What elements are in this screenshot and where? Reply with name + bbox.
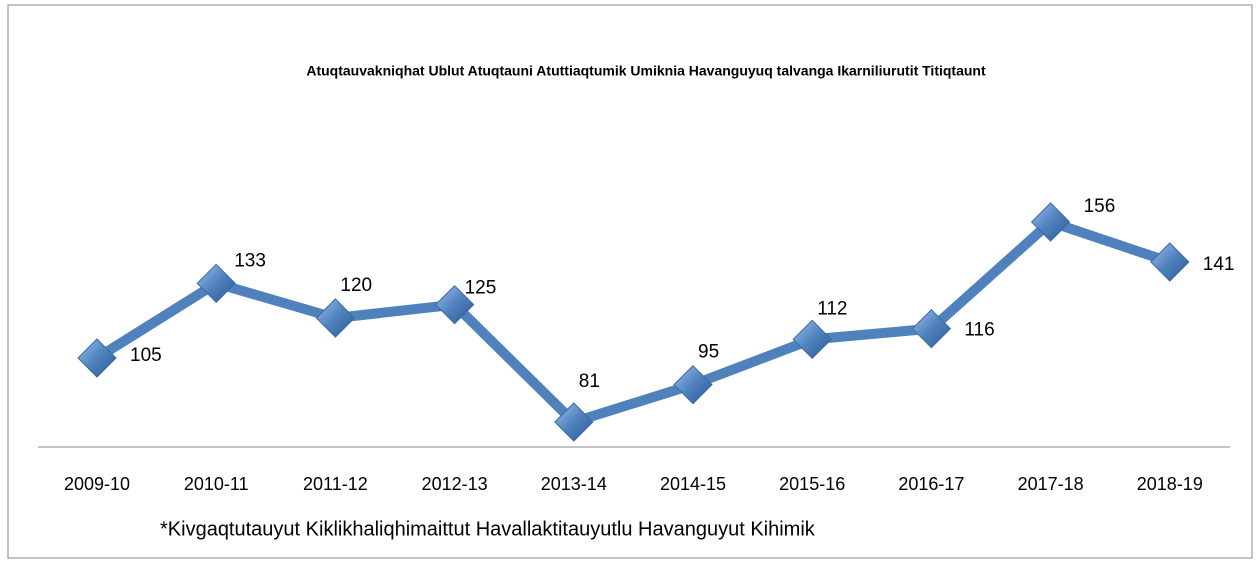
data-label: 105 [130,345,162,366]
marker [1150,242,1190,282]
data-label: 95 [698,342,719,363]
data-label: 133 [234,250,266,271]
data-label: 81 [579,371,600,392]
marker [792,319,832,360]
data-label: 141 [1203,254,1235,275]
x-tick-label: 2017-18 [1018,474,1084,494]
marker [434,284,475,325]
marker [196,263,236,304]
x-tick-label: 2013-14 [541,474,607,494]
marker [315,298,356,338]
x-tick-label: 2014-15 [660,474,726,494]
x-tick-label: 2018-19 [1137,474,1203,494]
x-tick-label: 2016-17 [898,474,964,494]
marker [77,338,117,378]
x-tick-label: 2012-13 [422,474,488,494]
data-label: 116 [964,320,994,341]
marker [554,402,594,442]
data-label: 112 [817,298,847,319]
x-tick-label: 2011-12 [303,474,368,494]
footnote: *Kivgaqtutauyut Kiklikhaliqhimaittut Hav… [160,518,816,540]
marker [1030,202,1071,242]
data-label: 156 [1084,196,1116,217]
x-tick-label: 2009-10 [64,474,130,494]
chart-title: Atuqtauvakniqhat Ublut Atuqtauni Atuttia… [306,63,986,79]
line [94,217,1172,427]
x-tick-label: 2015-16 [779,474,845,494]
data-label: 120 [340,275,372,296]
marker [673,364,713,405]
x-tick-label: 2010-11 [184,474,249,494]
marker [911,308,952,349]
data-label: 125 [465,278,497,299]
